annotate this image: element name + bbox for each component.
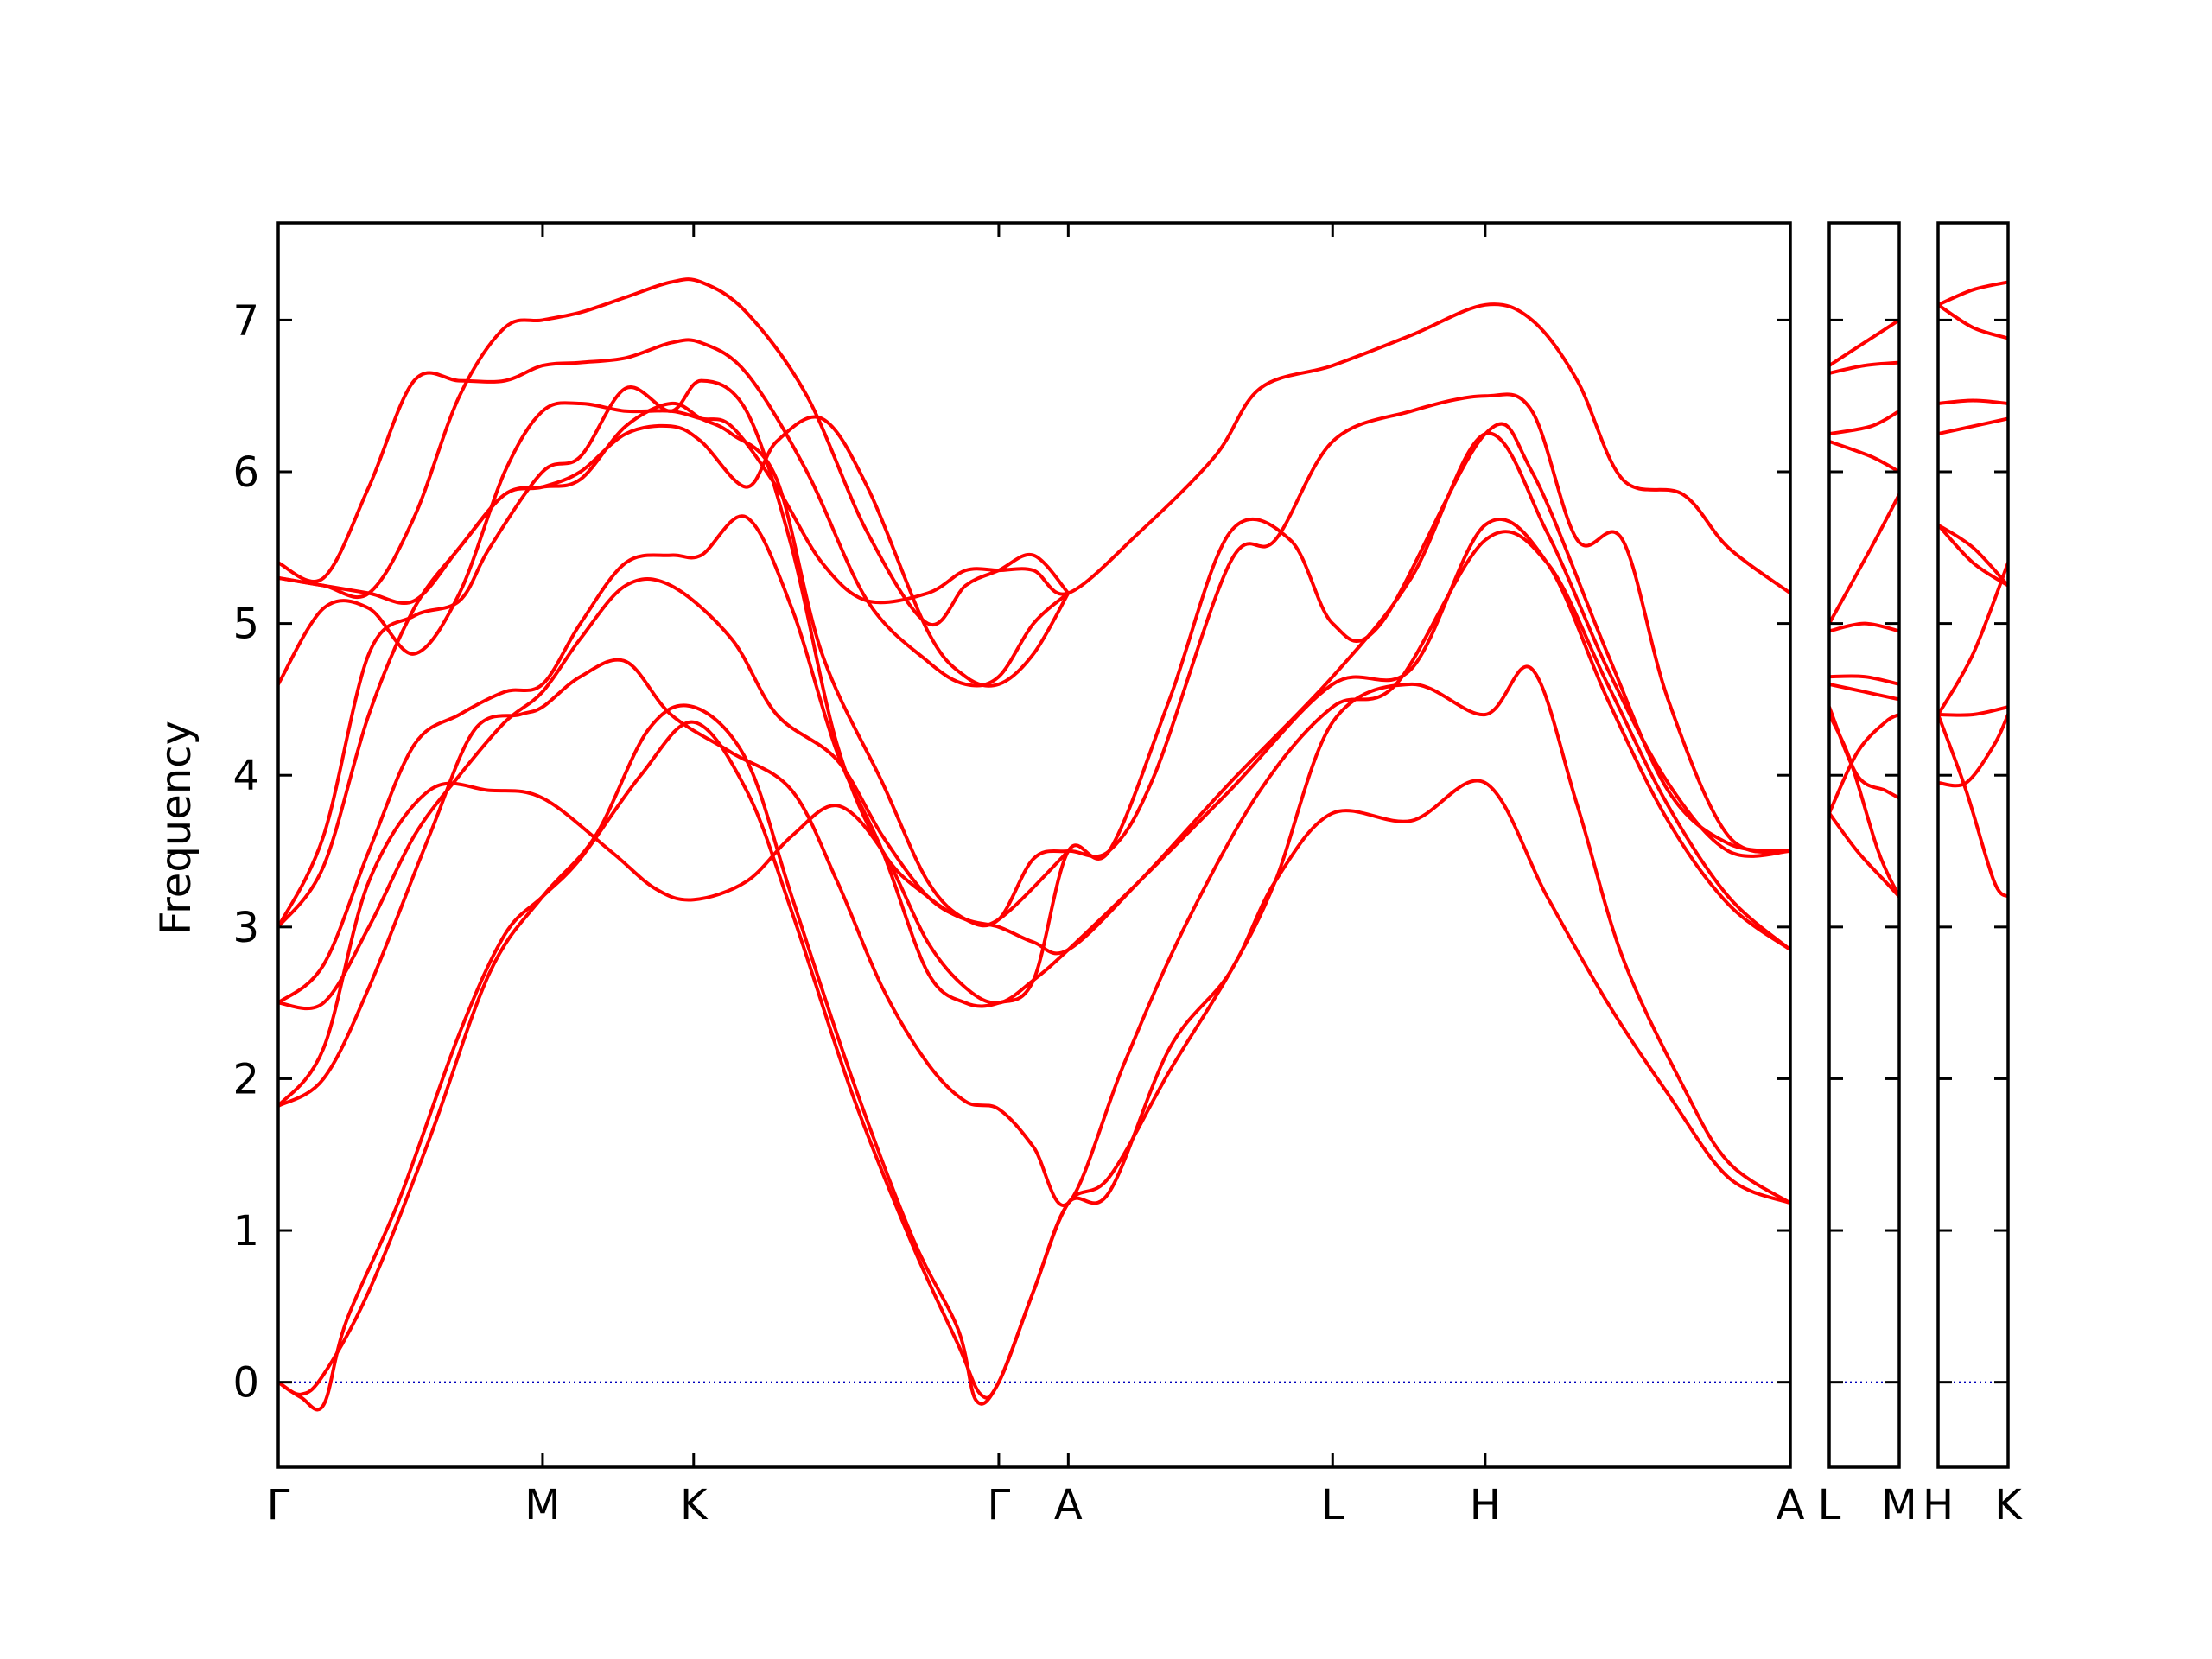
x-tick-label: H [1470,1481,1501,1529]
band-5 [1938,523,2008,588]
panel-frame [1936,221,2010,1469]
y-tick-label: 7 [232,296,259,345]
band-4 [278,518,1790,1108]
band-12 [278,415,1071,688]
x-tick-label: Γ [267,1481,290,1529]
band-8 [1829,493,1899,626]
band-2 [1938,713,2008,899]
x-tick-label: A [1777,1481,1805,1529]
y-tick-label: 6 [232,448,259,497]
band-5 [278,431,1790,1011]
band-12 [1829,318,1899,368]
y-tick-label: 4 [232,752,259,800]
band-3 [1938,705,2008,717]
x-tick-label: K [680,1481,709,1529]
x-tick-label: L [1321,1481,1344,1529]
x-tick-label: M [524,1481,560,1529]
band-11 [278,277,1071,627]
band-2 [278,664,1790,1406]
panel-series [1938,280,2008,1383]
y-axis-label: Frequency [152,721,200,935]
panel-frame [1827,221,1901,1469]
x-tick-label: M [1881,1481,1916,1529]
y-tick-label: 0 [232,1359,259,1408]
x-tick-label: K [1994,1481,2023,1529]
band-7 [1829,621,1899,633]
band-9 [278,302,1790,686]
x-tick-label: A [1054,1481,1083,1529]
band-8 [1938,398,2008,405]
band-8 [278,378,1071,929]
x-tick-label: L [1818,1481,1841,1529]
band-4 [1938,561,2008,716]
band-7 [1938,416,2008,436]
band-1 [278,720,1790,1412]
band-10 [1938,280,2008,307]
band-1 [1938,713,2008,788]
x-tick-label: Γ [988,1481,1011,1529]
band-9 [1829,439,1899,474]
y-tick-label: 1 [232,1207,259,1255]
band-6 [278,422,1790,1008]
panel-series [1829,318,1899,1383]
y-tick-label: 3 [232,904,259,952]
band-10 [278,338,1071,688]
band-1 [1829,811,1899,899]
y-tick-label: 2 [232,1055,259,1103]
panel-series [278,277,1790,1412]
band-3 [278,530,1790,1207]
band-10 [1829,409,1899,436]
band-11 [1829,360,1899,375]
band-6 [1938,523,2008,588]
x-tick-label: H [1923,1481,1954,1529]
band-3 [1829,705,1899,800]
panel-frame [276,221,1792,1469]
y-tick-label: 5 [232,601,259,649]
band-6 [1829,674,1899,686]
band-5 [1829,682,1899,702]
band-4 [1829,713,1899,816]
band-9 [1938,302,2008,340]
